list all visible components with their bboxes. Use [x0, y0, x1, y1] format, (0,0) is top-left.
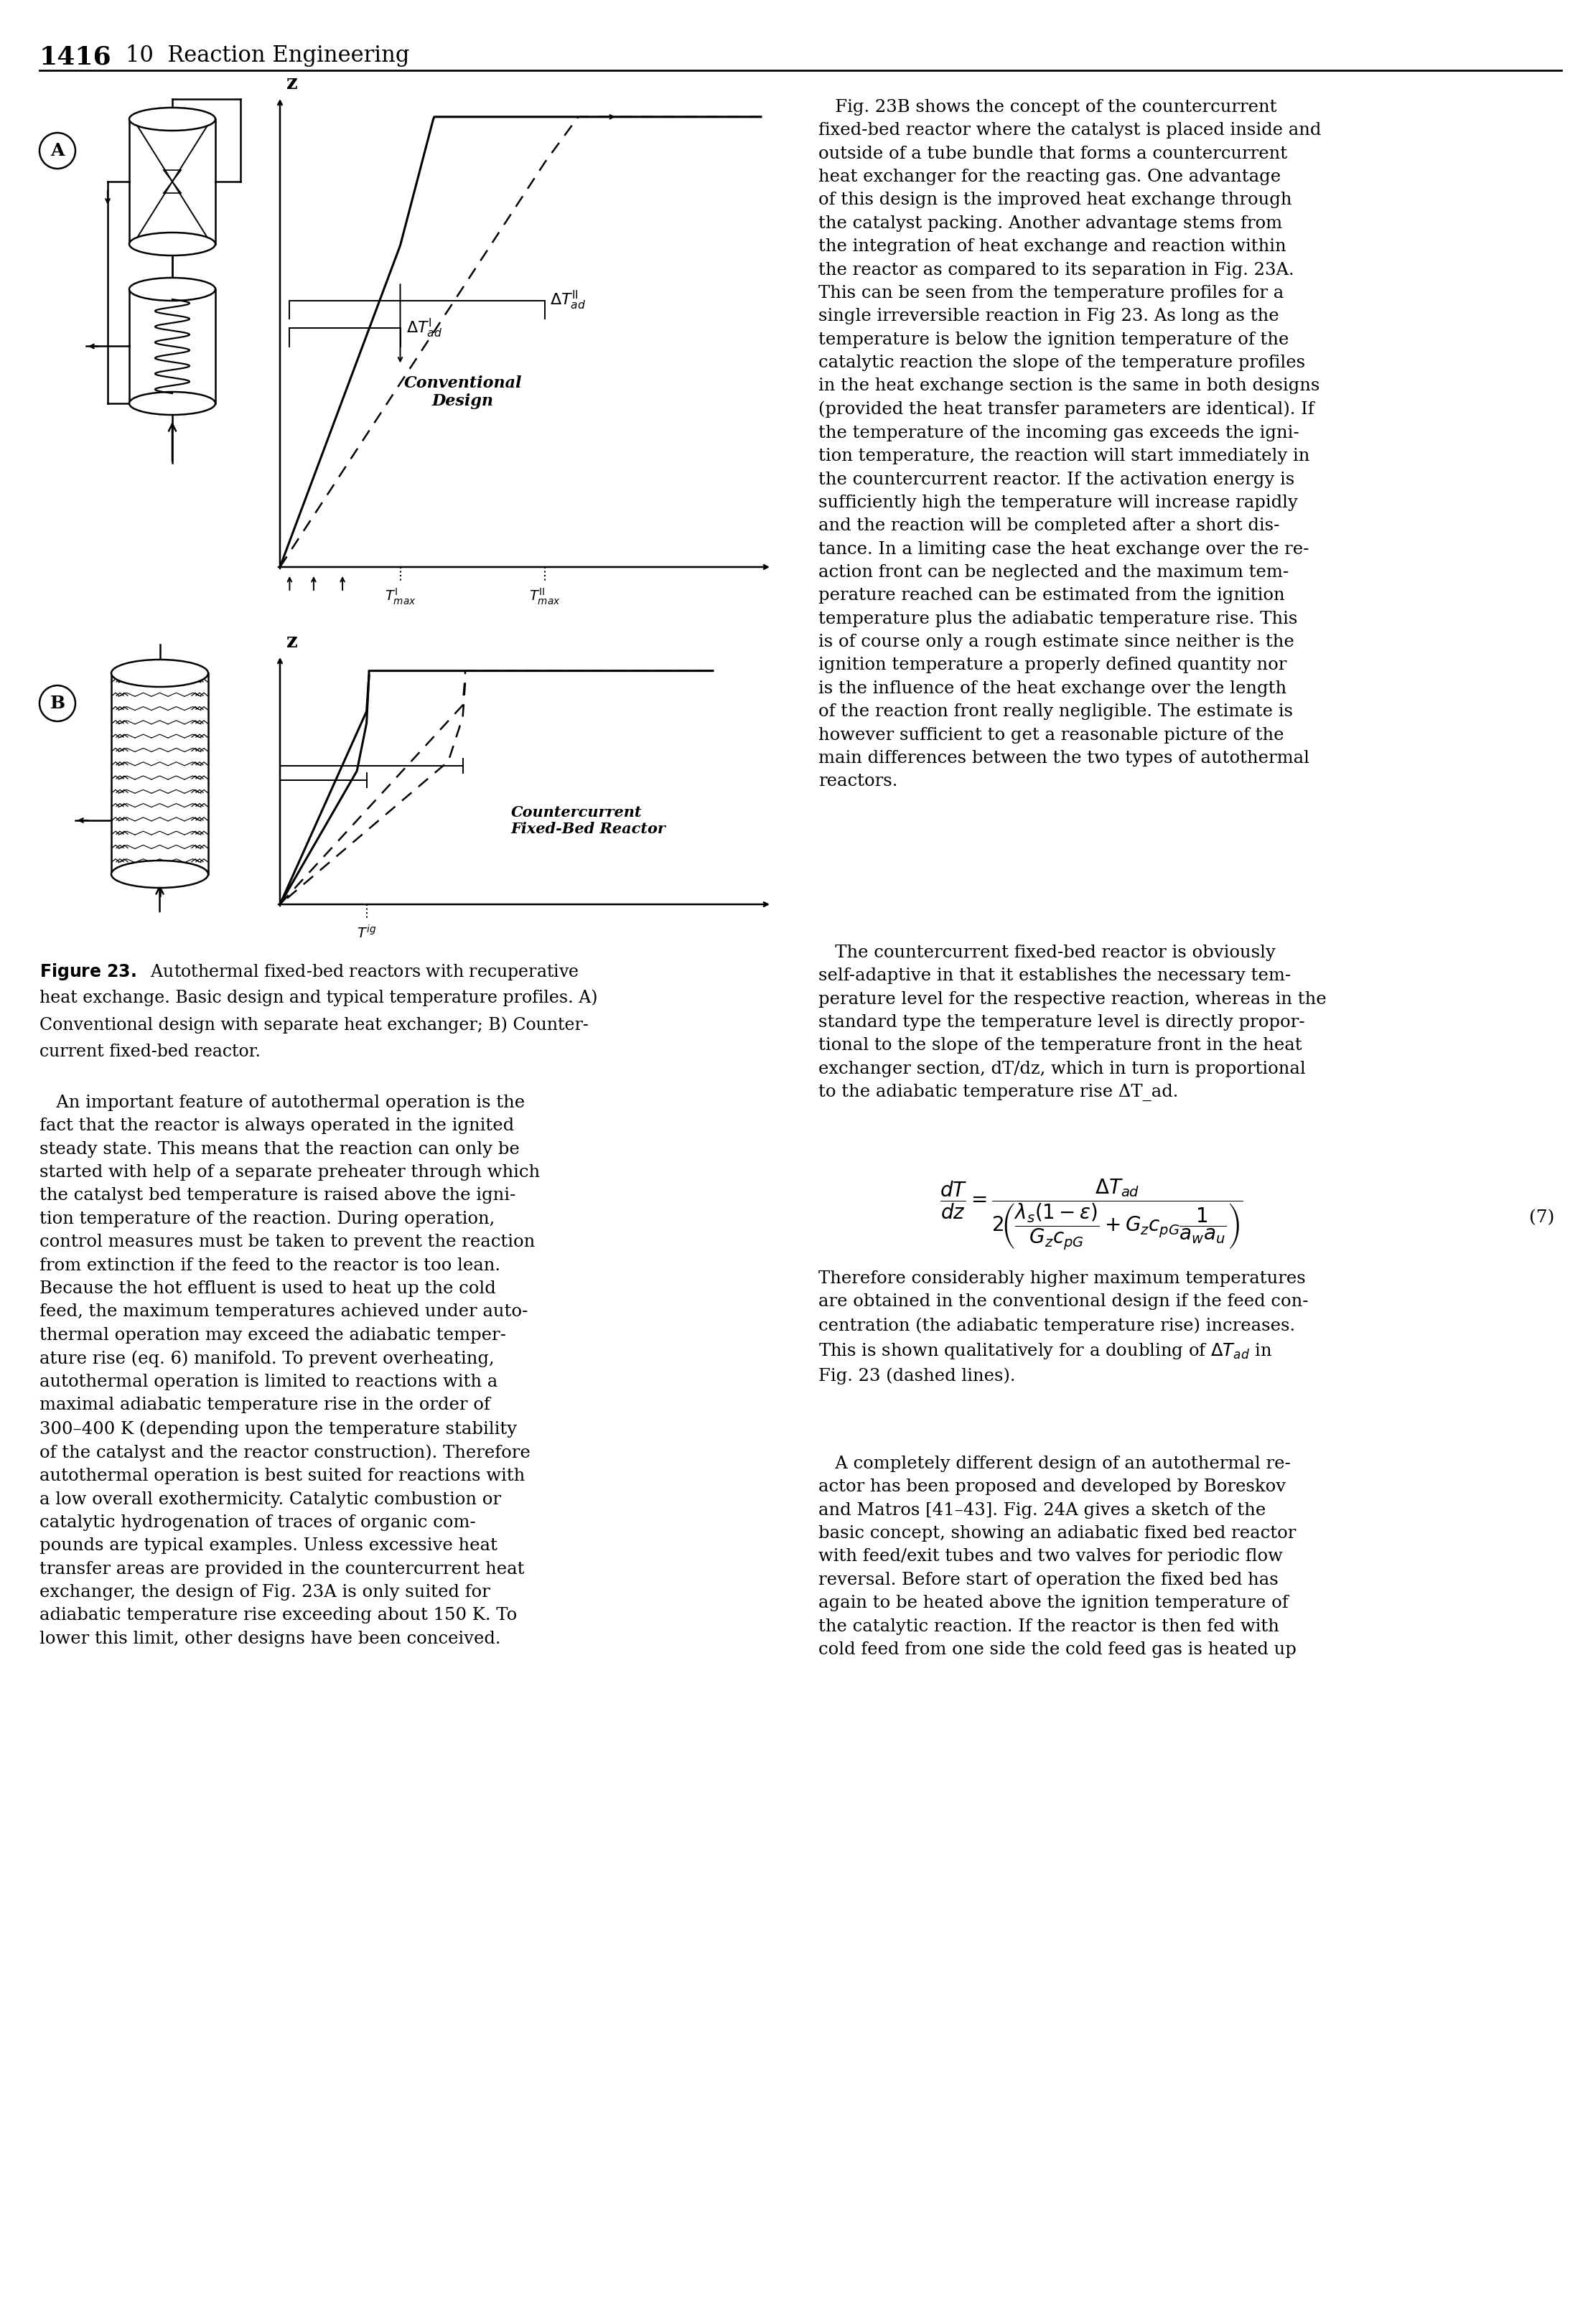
Text: $\mathbf{Figure\ 23.}$  Autothermal fixed-bed reactors with recuperative: $\mathbf{Figure\ 23.}$ Autothermal fixed… [40, 962, 578, 981]
Text: z: z [285, 632, 296, 651]
Text: $\dfrac{dT}{dz} = \dfrac{\Delta T_{ad}}{2\!\left(\dfrac{\lambda_s(1-\varepsilon): $\dfrac{dT}{dz} = \dfrac{\Delta T_{ad}}{… [940, 1176, 1243, 1250]
Text: The countercurrent fixed-bed reactor is obviously
self-adaptive in that it estab: The countercurrent fixed-bed reactor is … [819, 944, 1327, 1102]
Text: Conventional
Design: Conventional Design [403, 376, 523, 409]
Ellipse shape [129, 393, 215, 416]
Text: (7): (7) [1529, 1208, 1555, 1225]
Text: A: A [51, 142, 64, 160]
Bar [129, 119, 215, 244]
Text: 10  Reaction Engineering: 10 Reaction Engineering [126, 44, 409, 67]
Text: Conventional design with separate heat exchanger; B) Counter-: Conventional design with separate heat e… [40, 1016, 588, 1034]
Text: $T^{ig}$: $T^{ig}$ [357, 925, 376, 941]
Text: heat exchange. Basic design and typical temperature profiles. A): heat exchange. Basic design and typical … [40, 990, 597, 1006]
Text: Countercurrent
Fixed-Bed Reactor: Countercurrent Fixed-Bed Reactor [511, 806, 666, 837]
Text: z: z [285, 74, 296, 93]
Text: 1416: 1416 [40, 44, 112, 70]
Bar [129, 288, 215, 404]
Text: Fig. 23B shows the concept of the countercurrent
fixed-bed reactor where the cat: Fig. 23B shows the concept of the counte… [819, 100, 1321, 790]
Text: Therefore considerably higher maximum temperatures
are obtained in the conventio: Therefore considerably higher maximum te… [819, 1271, 1308, 1385]
Text: An important feature of autothermal operation is the
fact that the reactor is al: An important feature of autothermal oper… [40, 1095, 540, 1648]
Text: $T^{\rm II}_{max}$: $T^{\rm II}_{max}$ [529, 588, 561, 607]
Text: $\Delta T^{\rm I}_{ad}$: $\Delta T^{\rm I}_{ad}$ [406, 316, 441, 339]
Ellipse shape [112, 660, 209, 688]
Text: current fixed-bed reactor.: current fixed-bed reactor. [40, 1043, 261, 1060]
Text: $T^{\rm I}_{max}$: $T^{\rm I}_{max}$ [384, 588, 416, 607]
Ellipse shape [129, 107, 215, 130]
Ellipse shape [112, 860, 209, 888]
Text: B: B [49, 695, 65, 711]
Text: $\Delta T^{\rm II}_{ad}$: $\Delta T^{\rm II}_{ad}$ [550, 290, 586, 311]
Ellipse shape [129, 279, 215, 300]
Ellipse shape [129, 232, 215, 256]
Text: A completely different design of an autothermal re-
actor has been proposed and : A completely different design of an auto… [819, 1455, 1297, 1657]
Bar [112, 674, 209, 874]
